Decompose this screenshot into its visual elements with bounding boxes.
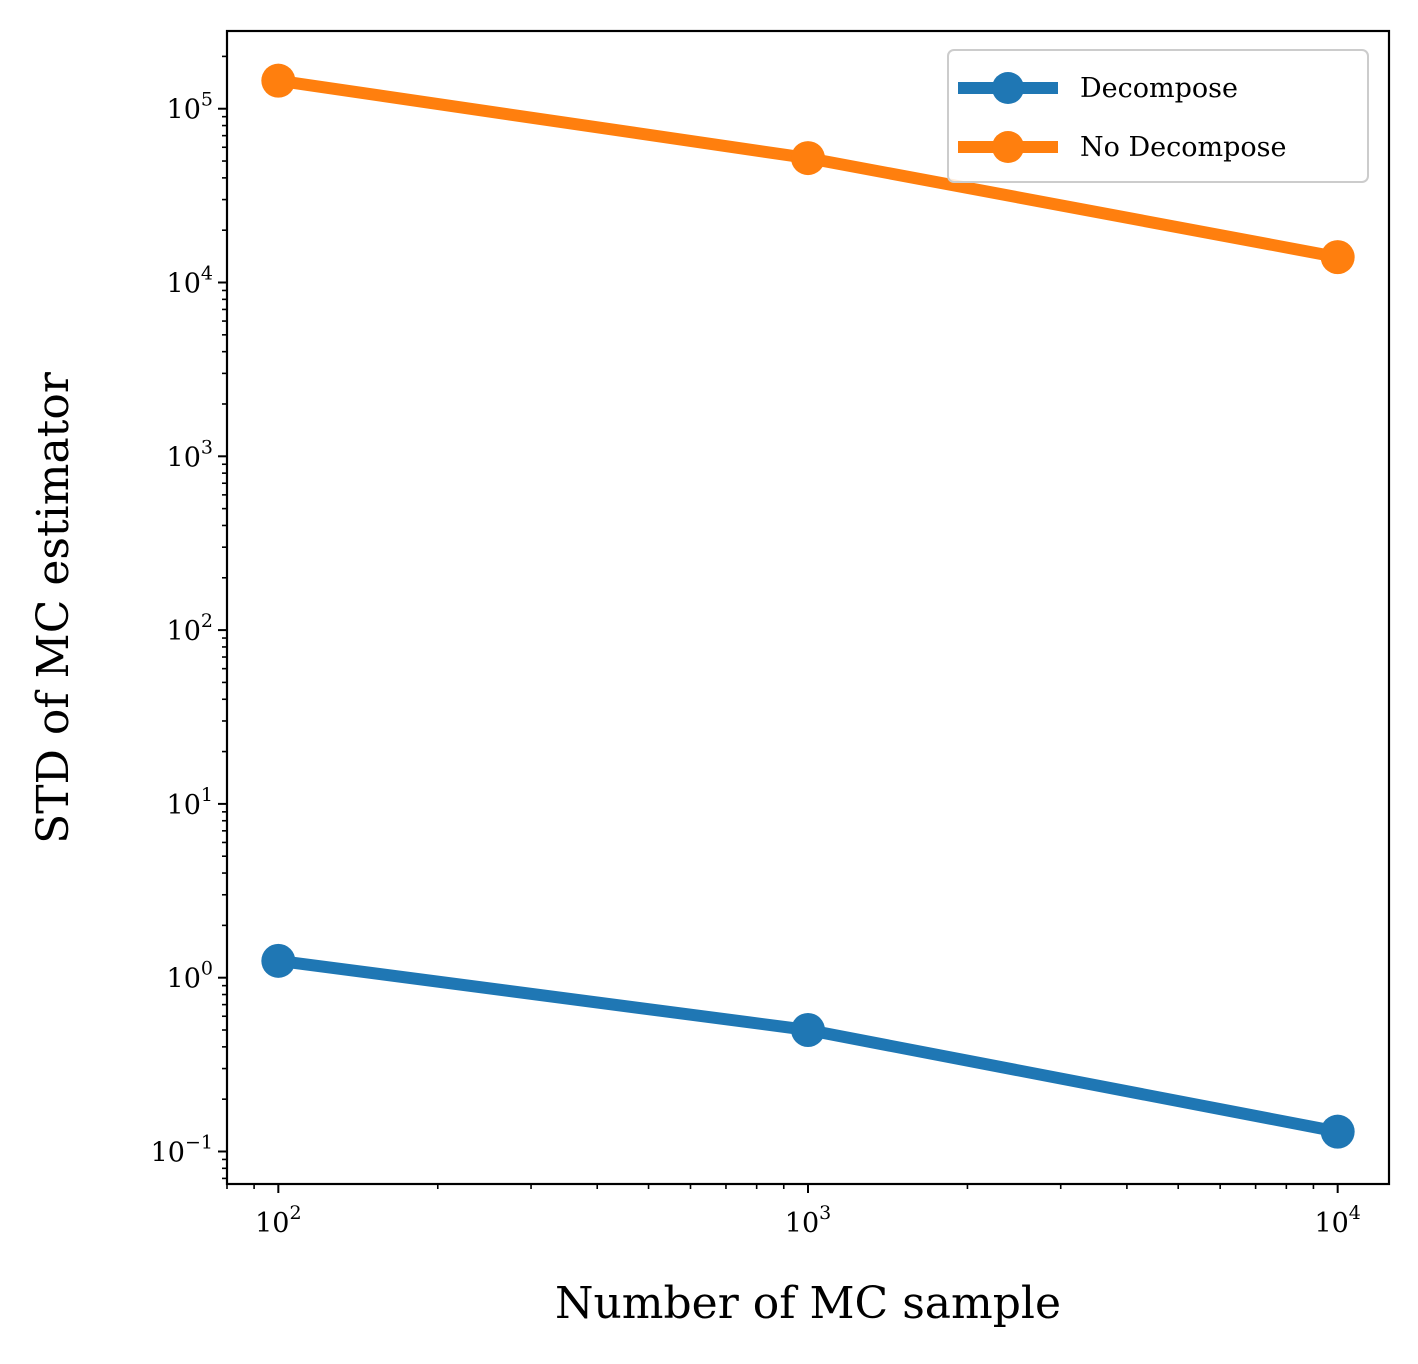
data-point-decompose xyxy=(261,943,296,978)
y-axis-ticks: 10−1 100 101 102 103 104 105 xyxy=(151,89,227,1168)
x-axis-ticks: 102 103 104 xyxy=(255,1184,1361,1239)
legend-label-no-decompose: No Decompose xyxy=(1080,132,1286,163)
y-tick-label: 10−1 xyxy=(151,1131,213,1168)
data-point-decompose xyxy=(1320,1114,1355,1149)
x-axis-label: Number of MC sample xyxy=(555,1278,1061,1329)
data-point-no-decompose xyxy=(791,141,825,176)
legend-marker-decompose xyxy=(992,72,1024,104)
plot-frame xyxy=(225,29,1391,1186)
data-point-no-decompose xyxy=(261,63,296,98)
y-tick-label: 100 xyxy=(167,958,213,995)
y-tick-label: 101 xyxy=(167,784,213,821)
x-tick-label: 103 xyxy=(785,1202,831,1239)
y-axis-label: STD of MC estimator xyxy=(28,371,79,844)
x-tick-label: 102 xyxy=(255,1202,301,1239)
x-tick-label: 104 xyxy=(1314,1202,1360,1239)
y-tick-label: 102 xyxy=(167,610,213,647)
y-tick-label: 104 xyxy=(167,263,213,300)
data-point-decompose xyxy=(791,1013,825,1048)
legend-marker-no-decompose xyxy=(992,131,1024,163)
legend: Decompose No Decompose xyxy=(947,49,1369,183)
series-layer xyxy=(261,63,1355,1149)
legend-label-decompose: Decompose xyxy=(1080,73,1238,104)
plot-area xyxy=(227,31,1389,1184)
y-tick-label: 103 xyxy=(167,436,213,473)
data-point-no-decompose xyxy=(1320,240,1355,275)
y-tick-label: 105 xyxy=(167,89,213,126)
